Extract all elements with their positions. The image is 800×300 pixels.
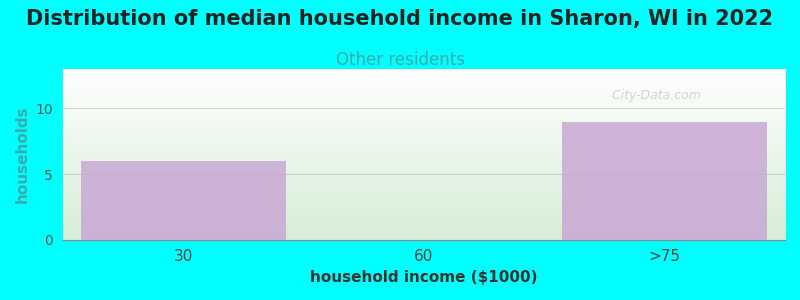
Y-axis label: households: households (15, 106, 30, 203)
Bar (562, 122, 767, 240)
Bar (81, 161, 286, 240)
X-axis label: household income ($1000): household income ($1000) (310, 270, 538, 285)
Text: Distribution of median household income in Sharon, WI in 2022: Distribution of median household income … (26, 9, 774, 29)
Text: City-Data.com: City-Data.com (605, 89, 702, 103)
Text: Other residents: Other residents (335, 51, 465, 69)
